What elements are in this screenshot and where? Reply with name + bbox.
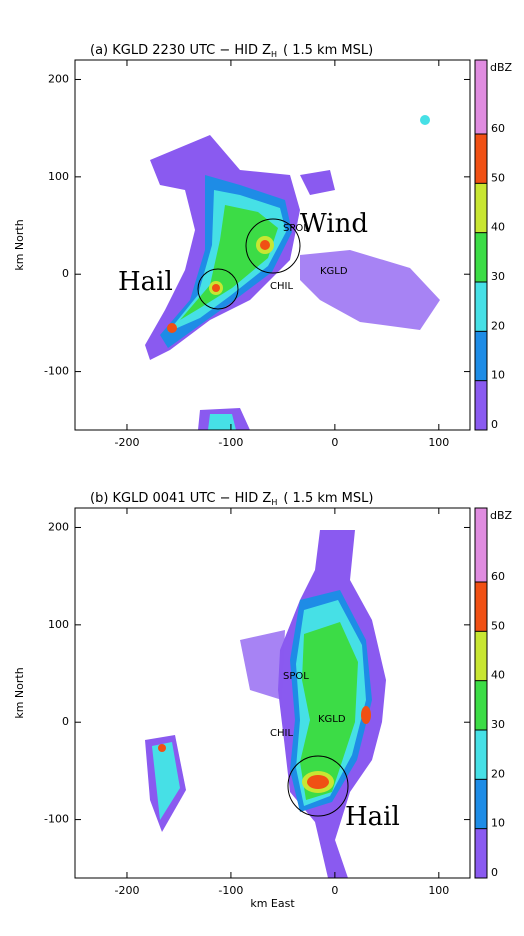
colorbar-tick-label: 30 [491, 270, 505, 283]
reflectivity-field [145, 115, 440, 430]
y-tick-label: -100 [44, 813, 69, 826]
chart-title: (a) KGLD 2230 UTC − HID ZH ( 1.5 km MSL) [90, 43, 373, 59]
colorbar-swatch [475, 828, 487, 878]
colorbar-swatch [475, 508, 487, 582]
colorbar-tick-label: 0 [491, 418, 498, 431]
colorbar-swatch [475, 380, 487, 430]
x-tick-label: -100 [218, 884, 243, 897]
y-tick-label: -100 [44, 365, 69, 378]
colorbar-label: dBZ [490, 61, 513, 74]
colorbar-tick-label: 30 [491, 718, 505, 731]
title-text: (a) KGLD 2230 UTC − HID Z [90, 43, 271, 58]
x-tick-label: 100 [428, 884, 449, 897]
x-tick-label: -100 [218, 436, 243, 449]
colorbar-swatch [475, 60, 487, 134]
colorbar-tick-label: 10 [491, 817, 505, 830]
annotation: Hail [118, 267, 173, 297]
y-axis-label: km North [13, 667, 26, 718]
colorbar-tick-label: 10 [491, 369, 505, 382]
site-label: SPOL [283, 223, 309, 234]
colorbar-swatch [475, 282, 487, 332]
title-end: ( 1.5 km MSL) [283, 491, 373, 506]
site-label: CHIL [270, 281, 293, 292]
colorbar-tick-label: 50 [491, 619, 505, 632]
colorbar-tick-label: 20 [491, 319, 505, 332]
x-axis-label: km East [250, 897, 295, 910]
colorbar-tick-label: 60 [491, 570, 505, 583]
y-tick-label: 100 [48, 170, 69, 183]
colorbar-swatch [475, 779, 487, 829]
colorbar-swatch [475, 631, 487, 681]
x-tick-label: 0 [331, 884, 338, 897]
y-tick-label: 100 [48, 618, 69, 631]
colorbar-tick-label: 40 [491, 221, 505, 234]
plot-frame [74, 507, 471, 879]
site-label: CHIL [270, 728, 293, 739]
reflectivity-field [145, 530, 386, 878]
plot-frame [74, 59, 471, 431]
annotation: Hail [345, 802, 400, 832]
y-tick-label: 200 [48, 72, 69, 85]
x-tick-label: 100 [428, 436, 449, 449]
y-axis-label: km North [13, 219, 26, 270]
site-label: SPOL [283, 671, 309, 682]
colorbar-tick-label: 0 [491, 866, 498, 879]
colorbar-tick-label: 60 [491, 122, 505, 135]
x-tick-label: -200 [114, 884, 139, 897]
title-text: (b) KGLD 0041 UTC − HID Z [90, 491, 271, 506]
colorbar-tick-label: 50 [491, 171, 505, 184]
y-tick-label: 0 [62, 715, 69, 728]
colorbar-label: dBZ [490, 509, 513, 522]
colorbar-tick-label: 20 [491, 767, 505, 780]
title-subscript: H [271, 498, 277, 507]
colorbar-swatch [475, 730, 487, 780]
colorbar-swatch [475, 680, 487, 730]
y-tick-label: 0 [62, 267, 69, 280]
annotation: Wind [300, 209, 368, 239]
colorbar-swatch [475, 582, 487, 632]
colorbar-swatch [475, 232, 487, 282]
colorbar-swatch [475, 183, 487, 233]
colorbar-tick-label: 40 [491, 669, 505, 682]
site-label: KGLD [318, 714, 346, 725]
colorbar-swatch [475, 134, 487, 184]
x-tick-label: -200 [114, 436, 139, 449]
x-tick-label: 0 [331, 436, 338, 449]
chart-title: (b) KGLD 0041 UTC − HID ZH ( 1.5 km MSL) [90, 491, 373, 507]
site-label: KGLD [320, 266, 348, 277]
title-subscript: H [271, 50, 277, 59]
y-tick-label: 200 [48, 520, 69, 533]
colorbar-swatch [475, 331, 487, 381]
title-end: ( 1.5 km MSL) [283, 43, 373, 58]
